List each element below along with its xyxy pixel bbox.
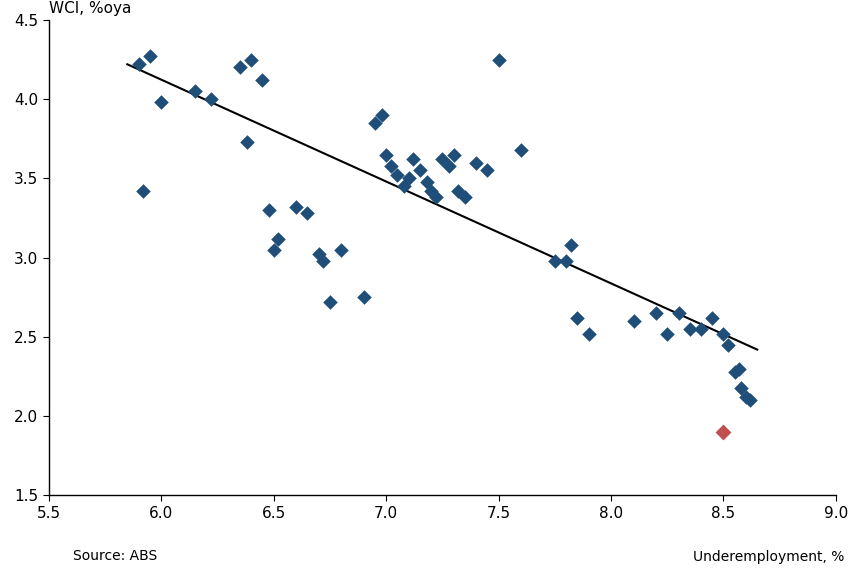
Point [300, 209, 313, 218]
Point [232, 63, 246, 72]
Point [480, 166, 493, 175]
Point [442, 161, 455, 170]
Point [288, 202, 302, 212]
Point [548, 256, 561, 266]
Point [468, 158, 482, 167]
Point [715, 427, 729, 436]
Point [390, 171, 404, 180]
Point [397, 182, 411, 191]
Point [154, 98, 168, 107]
Point [732, 364, 746, 373]
Point [334, 245, 348, 254]
Point [734, 383, 747, 392]
Point [743, 396, 757, 405]
Point [563, 240, 577, 250]
Point [435, 155, 449, 164]
Point [446, 150, 460, 159]
Point [727, 367, 740, 377]
Point [143, 52, 157, 61]
Point [704, 313, 718, 323]
Point [379, 150, 393, 159]
Point [738, 393, 752, 402]
Text: Underemployment, %: Underemployment, % [692, 550, 844, 564]
Point [450, 186, 464, 196]
Point [715, 329, 729, 338]
Point [513, 145, 527, 155]
Point [457, 193, 471, 202]
Point [671, 309, 684, 318]
Point [559, 256, 573, 266]
Point [136, 186, 150, 196]
Point [316, 256, 330, 266]
Point [375, 110, 388, 120]
Point [419, 177, 433, 186]
Text: Source: ABS: Source: ABS [73, 550, 158, 564]
Point [262, 205, 276, 214]
Point [255, 75, 269, 85]
Point [203, 94, 217, 103]
Point [406, 155, 419, 164]
Point [721, 340, 734, 350]
Point [570, 313, 584, 323]
Point [383, 161, 397, 170]
Point [312, 250, 325, 259]
Point [188, 87, 201, 96]
Point [660, 329, 673, 338]
Point [401, 174, 415, 183]
Point [323, 297, 337, 306]
Point [239, 137, 253, 147]
Point [693, 324, 707, 333]
Point [244, 55, 257, 64]
Point [368, 118, 381, 128]
Point [356, 293, 370, 302]
Point [648, 309, 662, 318]
Point [581, 329, 595, 338]
Point [132, 60, 146, 69]
Point [491, 55, 505, 64]
Point [682, 324, 696, 333]
Point [271, 234, 285, 243]
Point [626, 316, 640, 325]
Text: WCI, %oya: WCI, %oya [48, 1, 131, 16]
Point [266, 245, 280, 254]
Point [428, 193, 442, 202]
Point [424, 186, 437, 196]
Point [412, 166, 426, 175]
